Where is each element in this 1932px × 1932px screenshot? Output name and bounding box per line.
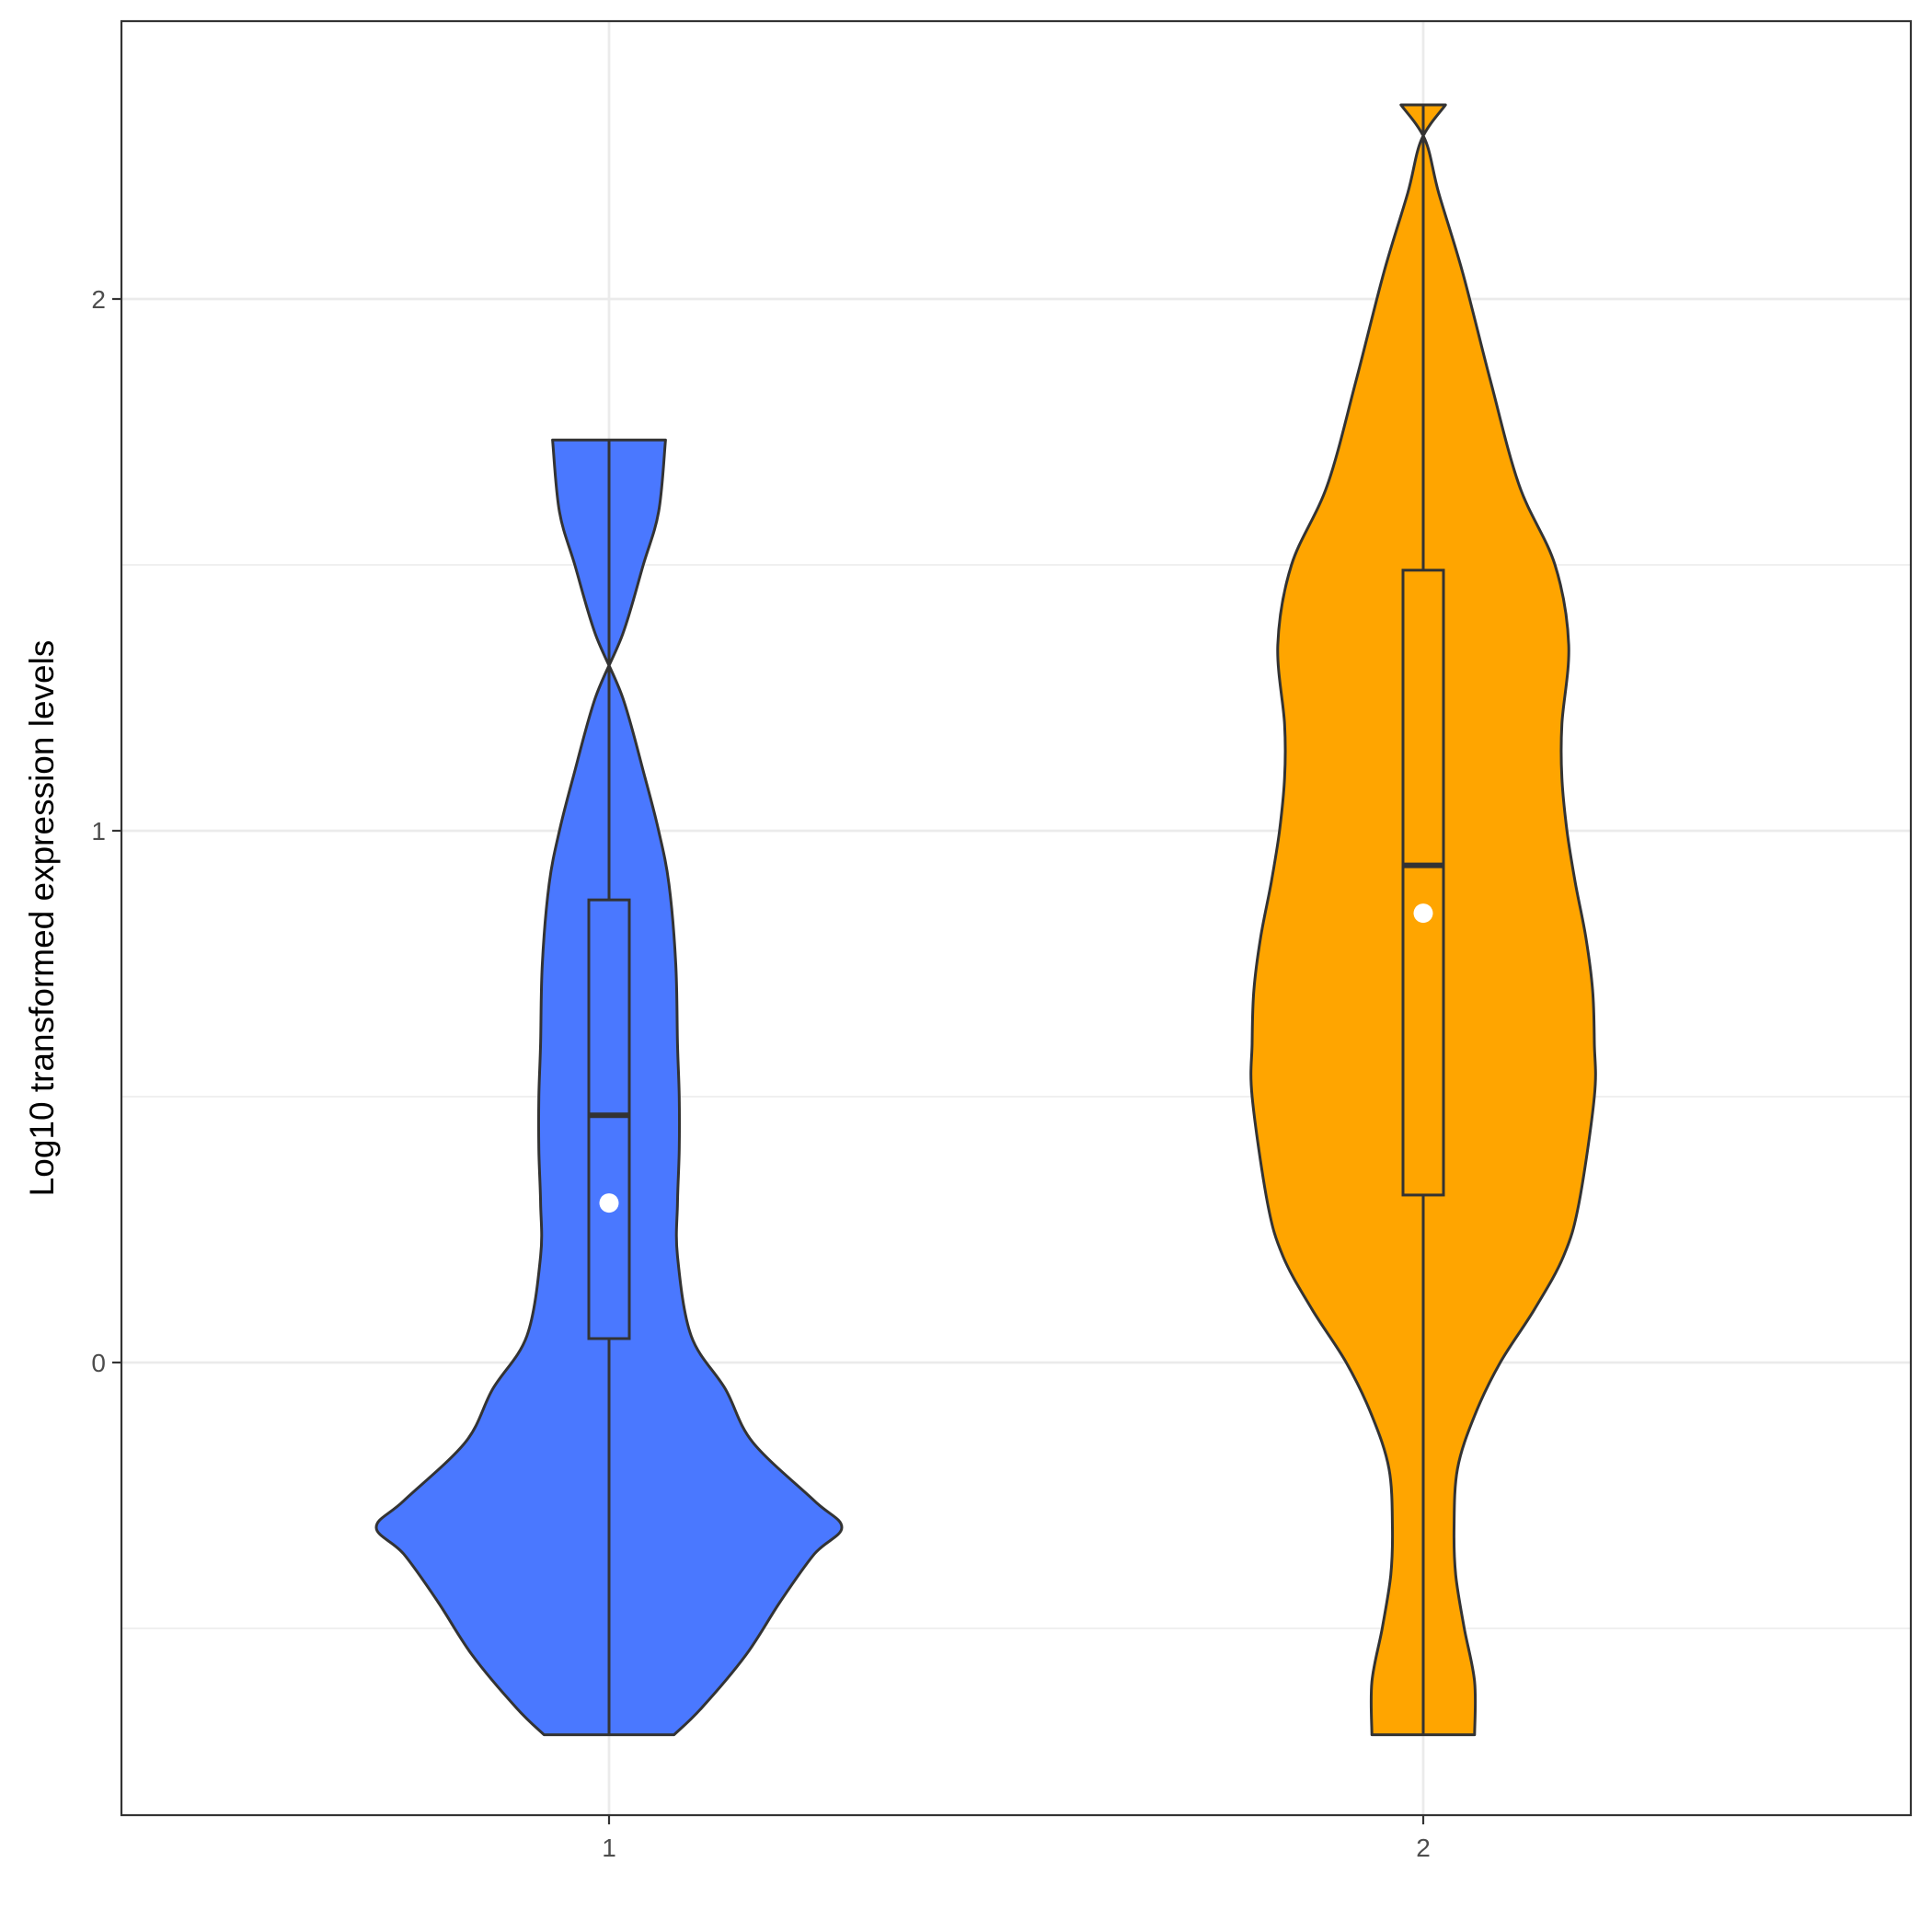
panel-border [120, 19, 1913, 1817]
y-tick-label: 1 [91, 817, 106, 845]
x-tick-label: 1 [602, 1834, 616, 1862]
violin-group-2 [1249, 103, 1597, 1737]
grid-minor [121, 564, 1911, 1629]
mean-point [599, 1193, 619, 1213]
violin-group-1 [374, 438, 844, 1737]
iqr-box [1401, 569, 1445, 1197]
y-axis: 0 1 2 [91, 285, 121, 1377]
iqr-box [587, 898, 631, 1340]
mean-point [1413, 903, 1433, 924]
y-axis-title: Log10 transformed expression levels [23, 640, 61, 1197]
violins [374, 103, 1597, 1737]
y-tick-label: 0 [91, 1349, 106, 1377]
x-tick-label: 2 [1416, 1834, 1431, 1862]
y-tick-label: 2 [91, 285, 106, 314]
